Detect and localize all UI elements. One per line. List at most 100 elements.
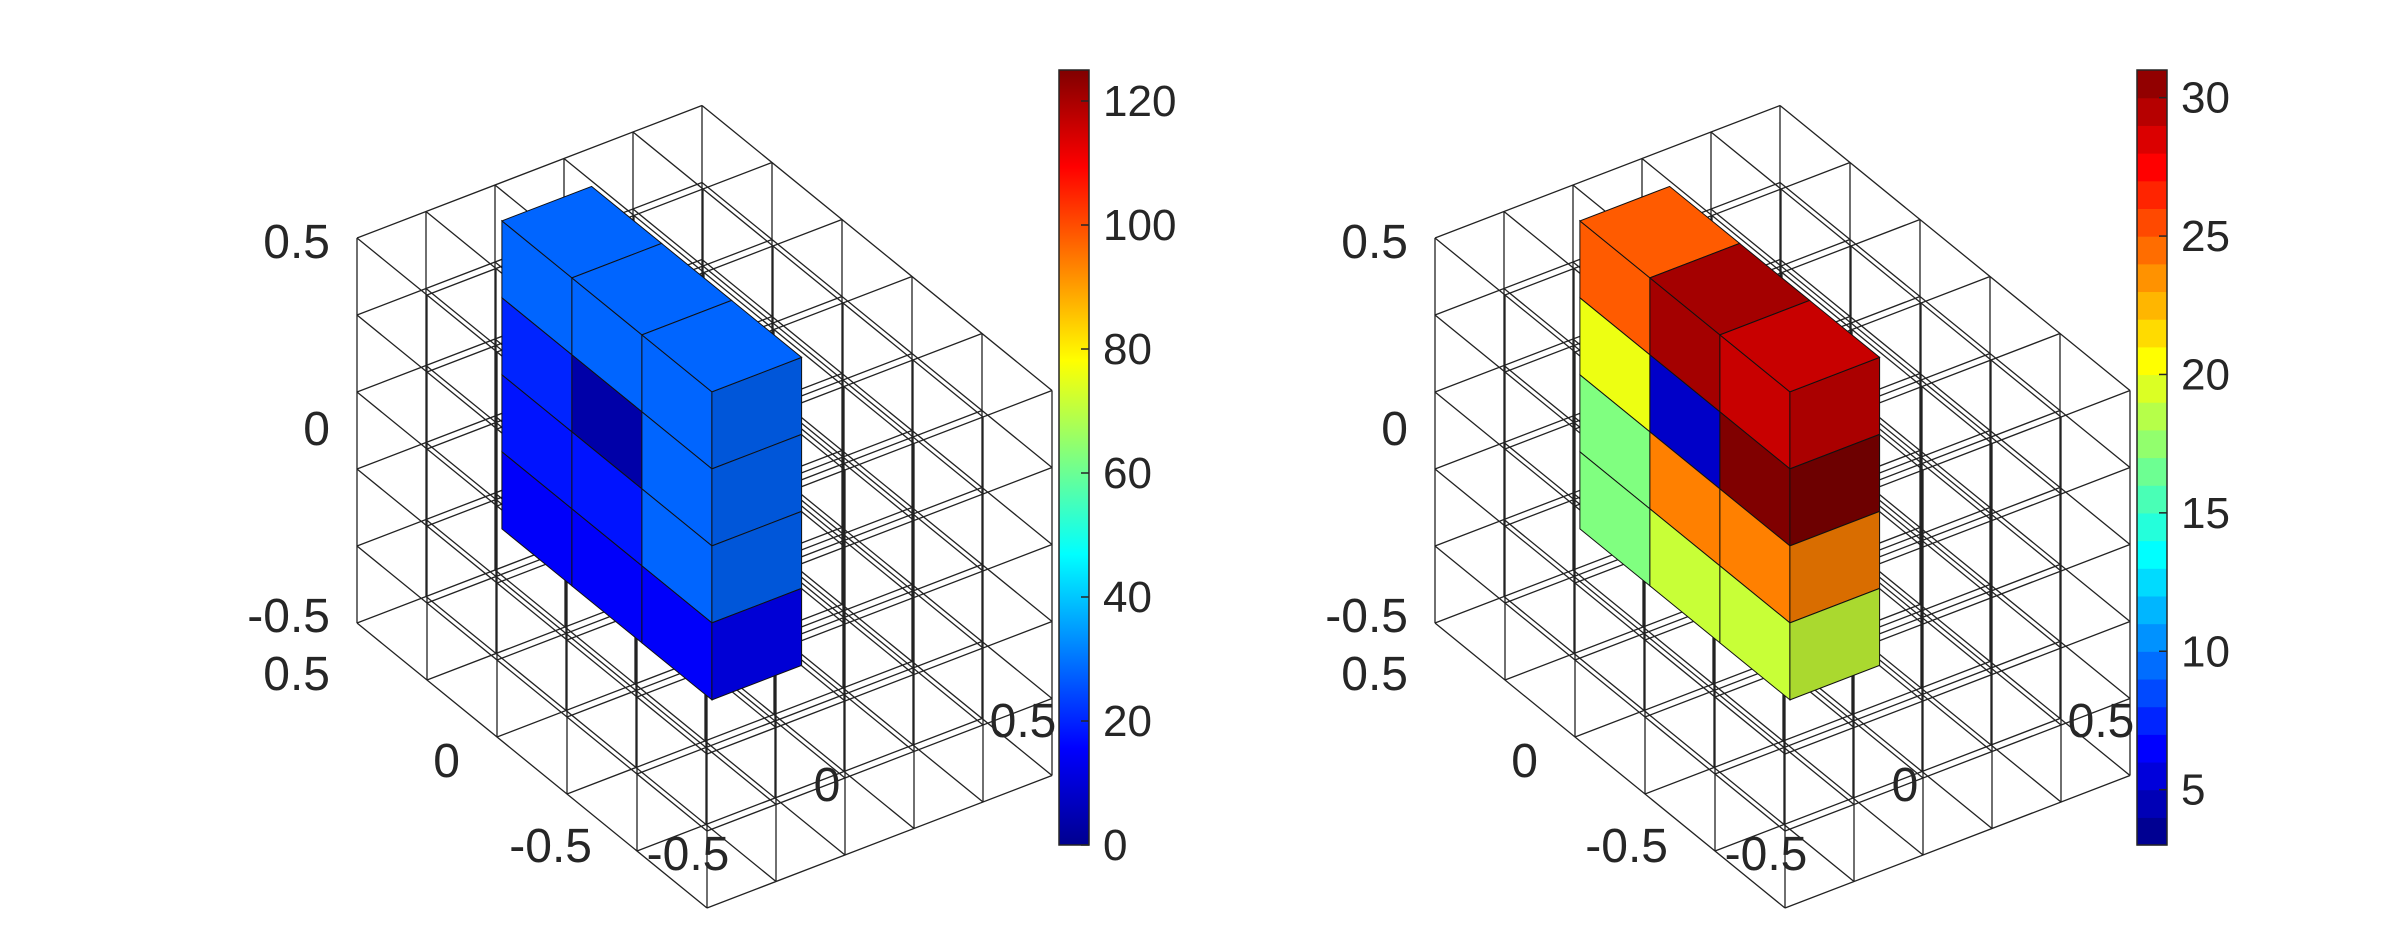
colorbar-band [2137,236,2167,265]
grid-line [494,569,846,856]
grid-line [356,622,708,909]
colorbar-tick-label: 25 [2181,212,2230,261]
grid-line [632,208,984,495]
grid-line [1434,104,1781,239]
grid-line [1784,697,2131,832]
panel-1-colorbar: 0 20 40 60 80 100 120 [1058,69,1176,870]
grid-line [706,774,1053,909]
grid-line [356,468,708,755]
grid-line [1503,518,1855,806]
colorbar-band [2137,595,2167,625]
panel-2-z-tick: 0 [1381,403,1408,456]
colorbar-band [2137,319,2167,348]
panel-1-y-ticks: 0.5 0 -0.5 [263,648,592,873]
grid-line [706,697,1053,832]
grid-line [1779,258,2131,546]
colorbar-band [2137,374,2167,403]
panel-1-colorbar-ticks: 0 20 40 60 80 100 120 [1081,77,1176,870]
panel-1-y-tick: -0.5 [509,820,592,873]
grid-line [425,518,777,806]
panel-1-colorbar-bar [1058,69,1090,846]
colorbar-band [2137,180,2167,209]
grid-line [1641,157,1993,445]
panel-2-plot [1434,104,2131,909]
grid-line [425,595,777,883]
colorbar-tick-label: 5 [2181,766,2205,815]
grid-line [356,104,703,239]
colorbar-band [2137,678,2167,708]
panel-1-z-tick: 0 [303,403,330,456]
colorbar-tick-label: 100 [1103,201,1176,250]
panel-1-voxels [500,185,803,701]
grid-line [1503,595,1855,883]
panel-1-x-tick: 0.5 [990,695,1057,748]
colorbar-band [2137,623,2167,652]
colorbar-band [2137,125,2167,154]
grid-line [1784,620,2131,755]
colorbar-tick-label: 0 [1103,821,1127,870]
panel-1-x-ticks: -0.5 0 0.5 [647,695,1057,881]
panel-2-y-tick: 0 [1511,735,1538,788]
colorbar-band [2137,97,2167,126]
grid-line [701,258,1053,546]
colorbar-band [2137,70,2167,99]
colorbar-band [2137,568,2167,597]
panel-1-z-tick: 0.5 [263,216,330,269]
grid-line [356,545,708,832]
colorbar-band [2137,789,2167,818]
colorbar-band [2137,706,2167,735]
grid-line [706,620,1053,755]
grid-line [1784,774,2131,909]
voxel-top [640,299,803,393]
colorbar-band [2137,817,2167,846]
voxel-top [1718,299,1881,393]
panel-2-z-tick: 0.5 [1341,216,1408,269]
grid-line [1434,468,1786,755]
colorbar-band [2137,346,2167,376]
colorbar-tick-label: 20 [1103,697,1152,746]
colorbar-band [2137,153,2167,182]
colorbar-band [2137,429,2167,459]
panel-1-y-tick: 0 [433,735,460,788]
panel-1-x-tick: -0.5 [647,828,730,881]
panel-2-colorbar-bar [2136,69,2168,846]
panel-2-x-tick: 0 [1892,759,1919,812]
colorbar-band [2137,485,2167,514]
panel-2-x-tick: 0.5 [2068,695,2135,748]
grid-line [1714,717,2061,852]
colorbar-band [2137,208,2167,237]
voxel-side [1789,587,1881,701]
panel-2-z-ticks: 0.5 0 -0.5 [1325,216,1408,643]
panel-1-x-tick: 0 [814,759,841,812]
colorbar-band [2137,734,2167,763]
colorbar-band [2137,457,2167,486]
panel-2-y-tick: 0.5 [1341,648,1408,701]
panel-1-z-ticks: 0.5 0 -0.5 [247,216,330,643]
grid-line [1710,208,2062,495]
grid-line [1710,131,2062,418]
grid-line [1434,622,1786,909]
grid-line [701,181,1053,469]
panel-1-y-tick: 0.5 [263,648,330,701]
panel-1-plot [356,104,1053,909]
panel-2-colorbar: 5 10 15 20 25 30 [2136,69,2230,846]
colorbar-band [2137,291,2167,320]
grid-line [632,131,984,418]
colorbar-band [2137,512,2167,542]
panel-2-z-tick: -0.5 [1325,590,1408,643]
panel-2-voxels [1578,185,1881,701]
voxel-side [711,587,803,701]
colorbar-band [2137,761,2167,791]
panel-2-colorbar-bands [2137,70,2167,846]
colorbar-tick-label: 80 [1103,325,1152,374]
grid-line [566,660,913,795]
colorbar-band [2137,263,2167,293]
colorbar-tick-label: 20 [2181,350,2230,399]
colorbar-band [2137,540,2167,569]
panel-2-x-tick: -0.5 [1725,828,1808,881]
panel-2-y-tick: -0.5 [1585,820,1668,873]
grid-line [1644,660,1991,795]
colorbar-tick-label: 30 [2181,74,2230,123]
grid-line [1434,545,1786,832]
grid-line [701,104,1053,392]
